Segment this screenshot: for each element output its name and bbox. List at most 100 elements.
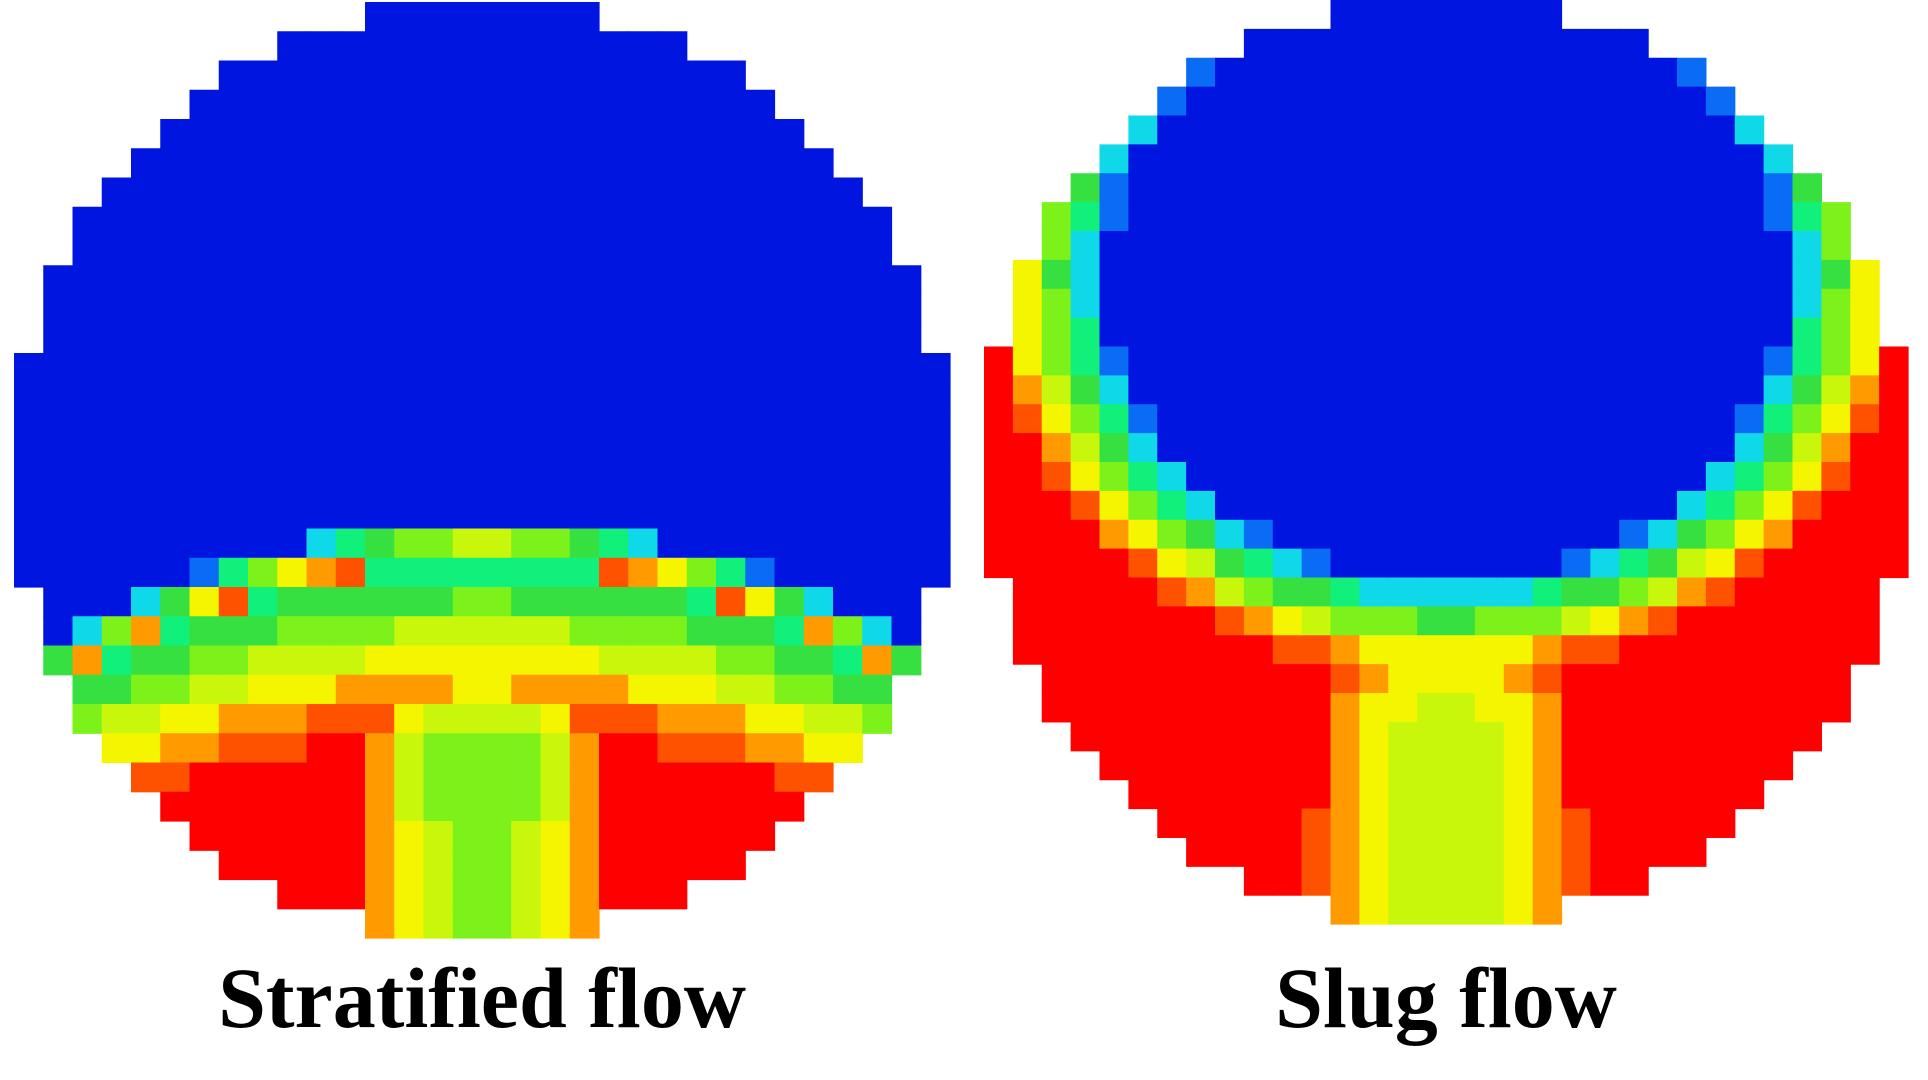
stratified-flow-pixel [72,645,103,676]
stratified-flow-pixel [101,587,132,617]
stratified-flow-pixel [511,908,542,939]
stratified-flow-pixel [365,119,395,149]
stratified-flow-pixel [131,206,161,237]
slug-flow-pixel [1532,606,1563,636]
stratified-flow-pixel [335,236,366,266]
slug-flow-pixel [1099,346,1129,376]
stratified-flow-pixel [72,206,103,237]
stratified-flow-pixel [774,236,805,266]
stratified-flow-pixel [452,733,483,764]
slug-flow-pixel [1879,548,1909,579]
stratified-flow-pixel [569,528,600,559]
stratified-flow-pixel [218,528,249,559]
stratified-flow-pixel [569,265,600,296]
slug-flow-pixel [1705,808,1736,838]
slug-flow-caption: Slug flow [1275,950,1617,1046]
slug-flow-pixel [1186,721,1216,752]
stratified-flow-pixel [745,762,776,793]
stratified-flow-pixel [335,60,366,91]
slug-flow-pixel [1417,375,1447,405]
slug-flow-pixel [1734,664,1765,694]
stratified-flow-pixel [452,674,483,705]
slug-flow-pixel [1099,693,1129,723]
slug-flow-pixel [1388,317,1418,348]
stratified-flow-pixel [803,353,834,383]
slug-flow-pixel [1301,837,1332,867]
stratified-flow-pixel [833,382,863,413]
stratified-flow-pixel [306,119,337,149]
stratified-flow-pixel [745,294,776,325]
stratified-flow-pixel [628,31,659,62]
slug-flow-pixel [1677,57,1707,88]
stratified-flow-pixel [599,879,629,910]
stratified-flow-pixel [803,206,834,237]
slug-flow-pixel [1272,259,1303,290]
slug-flow-pixel [1128,288,1158,319]
stratified-flow-pixel [803,674,834,705]
stratified-flow-pixel [189,821,220,851]
stratified-flow-pixel [482,791,512,822]
stratified-flow-pixel [43,645,74,676]
stratified-flow-pixel [803,645,834,676]
slug-flow-pixel [1705,664,1736,694]
stratified-flow-pixel [248,499,278,530]
slug-flow-pixel [1417,202,1447,232]
slug-flow-pixel [1359,635,1389,665]
slug-flow-pixel [1099,433,1129,463]
slug-flow-pixel [1359,231,1389,261]
slug-flow-pixel [1619,750,1649,781]
stratified-flow-pixel [423,382,454,413]
slug-flow-pixel [1330,635,1360,665]
slug-flow-pixel [1417,635,1447,665]
slug-flow-pixel [1734,404,1765,434]
slug-flow-pixel [1243,115,1274,145]
slug-flow-pixel [1243,548,1274,579]
stratified-flow-pixel [248,294,278,325]
stratified-flow-pixel [599,821,629,851]
stratified-flow-pixel [101,557,132,588]
stratified-flow-pixel [452,294,483,325]
stratified-flow-pixel [248,791,278,822]
stratified-flow-pixel [394,733,425,764]
slug-flow-pixel [1070,577,1101,607]
slug-flow-pixel [1388,693,1418,723]
stratified-flow-pixel [628,791,659,822]
slug-flow-pixel [1734,115,1765,145]
slug-flow-pixel [1619,635,1649,665]
stratified-flow-pixel [657,206,688,237]
stratified-flow-pixel [189,674,220,705]
slug-flow-pixel [1648,721,1678,752]
slug-flow-pixel [1619,375,1649,405]
slug-flow-pixel [1619,173,1649,203]
stratified-flow-pixel [774,499,805,530]
stratified-flow-pixel [365,821,395,851]
slug-flow-pixel [1503,346,1534,376]
slug-flow-pixel [1677,115,1707,145]
stratified-flow-pixel [101,265,132,296]
slug-flow-pixel [1590,519,1620,550]
slug-flow-pixel [1821,548,1851,579]
stratified-flow-pixel [511,499,542,530]
slug-flow-pixel [1359,115,1389,145]
stratified-flow-pixel [774,353,805,383]
stratified-flow-pixel [452,206,483,237]
stratified-flow-pixel [686,236,717,266]
slug-flow-pixel [1792,548,1822,579]
stratified-flow-pixel [540,587,571,617]
stratified-flow-pixel [452,470,483,500]
stratified-flow-pixel [628,499,659,530]
stratified-flow-pixel [511,119,542,149]
slug-flow-pixel [1503,895,1534,925]
slug-flow-pixel [1648,288,1678,319]
slug-flow-pixel [1186,231,1216,261]
stratified-flow-pixel [248,119,278,149]
slug-flow-pixel [1186,693,1216,723]
slug-flow-pixel [1619,606,1649,636]
slug-flow-pixel [1186,57,1216,88]
stratified-flow-pixel [686,645,717,676]
slug-flow-pixel [1128,519,1158,550]
stratified-flow-pixel [218,353,249,383]
slug-flow-pixel [1301,173,1332,203]
stratified-flow-pixel [628,704,659,734]
stratified-flow-pixel [774,587,805,617]
